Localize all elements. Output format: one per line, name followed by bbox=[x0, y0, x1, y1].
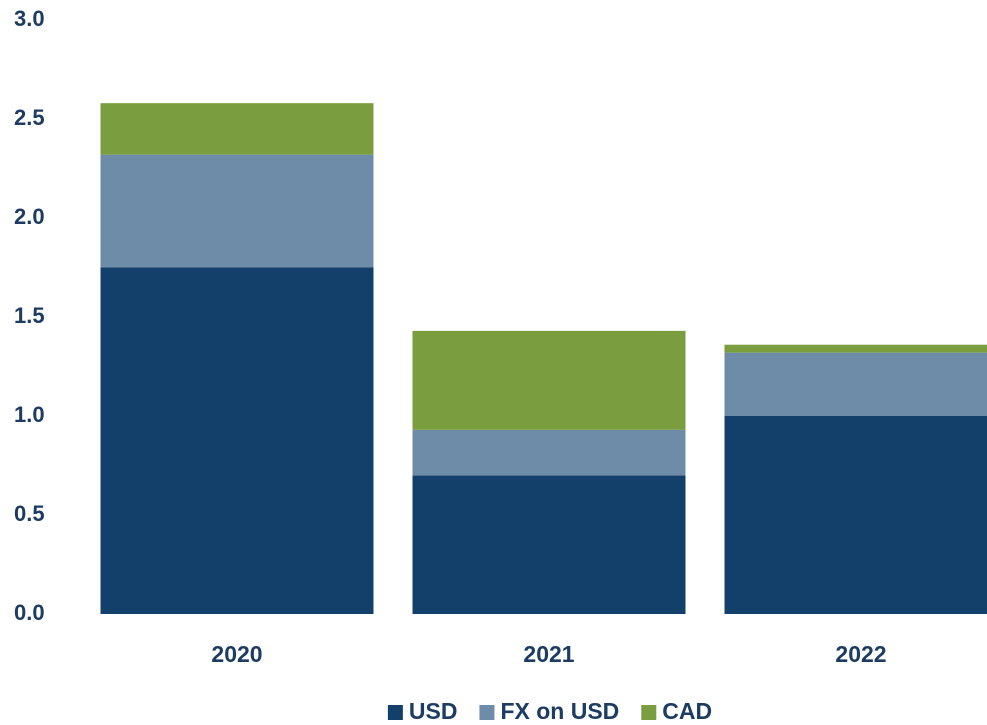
bar-segment bbox=[724, 352, 987, 416]
y-tick-label: 1.5 bbox=[14, 303, 45, 328]
y-tick-label: 2.5 bbox=[14, 105, 45, 130]
legend-label: USD bbox=[409, 698, 458, 724]
legend-swatch bbox=[641, 705, 657, 720]
bar-segment bbox=[100, 154, 374, 268]
bar-segment bbox=[412, 429, 686, 476]
bar-segment bbox=[412, 330, 686, 430]
legend-swatch bbox=[479, 705, 495, 720]
bar-segment bbox=[412, 475, 686, 614]
x-tick-label: 2020 bbox=[211, 641, 262, 667]
y-tick-label: 2.0 bbox=[14, 204, 45, 229]
bar-segment bbox=[724, 416, 987, 614]
x-tick-label: 2021 bbox=[523, 641, 574, 667]
y-tick-label: 3.0 bbox=[14, 6, 45, 31]
y-tick-label: 0.0 bbox=[14, 600, 45, 625]
legend-label: CAD bbox=[662, 698, 712, 724]
legend-swatch bbox=[387, 705, 403, 720]
bar-segment bbox=[100, 267, 374, 614]
x-tick-label: 2022 bbox=[835, 641, 886, 667]
y-tick-label: 1.0 bbox=[14, 402, 45, 427]
bar-segment bbox=[100, 103, 374, 155]
bar-segment bbox=[724, 344, 987, 353]
legend-label: FX on USD bbox=[500, 698, 619, 724]
y-tick-label: 0.5 bbox=[14, 501, 45, 526]
